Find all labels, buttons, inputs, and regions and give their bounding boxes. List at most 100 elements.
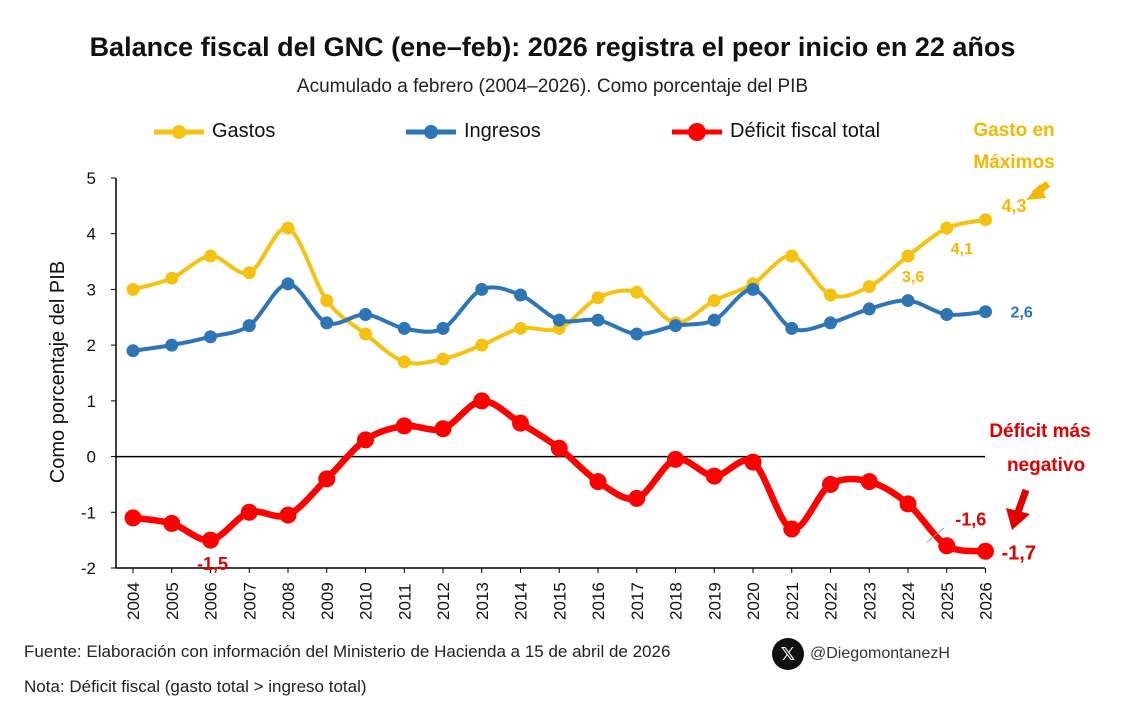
point-deficit-2026 xyxy=(977,542,994,560)
x-tick-label: 2020 xyxy=(744,582,763,620)
x-tick-label: 2010 xyxy=(357,582,376,620)
y-tick-label: 1 xyxy=(87,392,96,411)
series-deficit xyxy=(124,392,994,560)
point-ingresos-2016 xyxy=(591,313,605,327)
point-deficit-2008 xyxy=(279,506,297,524)
y-tick-label: 4 xyxy=(87,225,96,244)
point-deficit-2013 xyxy=(473,392,491,410)
footer-note: Nota: Déficit fiscal (gasto total > ingr… xyxy=(24,677,367,696)
point-deficit-2023 xyxy=(860,473,878,491)
point-gastos-2017 xyxy=(630,285,644,299)
x-tick-label: 2017 xyxy=(628,582,647,620)
point-ingresos-2007 xyxy=(242,319,256,333)
chart-title: Balance fiscal del GNC (ene–feb): 2026 r… xyxy=(89,32,1016,62)
x-tick-label: 2022 xyxy=(822,582,841,620)
point-gastos-2025 xyxy=(940,221,954,235)
x-tick-label: 2004 xyxy=(124,582,143,620)
point-gastos-2024 xyxy=(901,249,915,263)
point-deficit-2009 xyxy=(318,470,336,488)
line-chart: 5 4 3 2 1 0 -1 -2 2004 2005 2006 2007 2008 2009 2010 20… xyxy=(47,120,1091,620)
data-label-deficit-2026: -1,7 xyxy=(1002,542,1036,564)
series-line-deficit xyxy=(132,397,986,555)
legend-item-ingresos: Ingresos xyxy=(404,120,541,143)
point-ingresos-2005 xyxy=(165,338,179,352)
y-tick-label: -1 xyxy=(81,503,96,522)
point-ingresos-2026 xyxy=(979,305,992,319)
annotation-gasto-line1: Gasto en xyxy=(973,120,1054,141)
arrow-deficit-icon xyxy=(1006,488,1030,530)
y-tick-label: 0 xyxy=(87,448,96,467)
x-tick-label: 2013 xyxy=(473,582,492,620)
point-ingresos-2025 xyxy=(940,308,954,321)
point-ingresos-2012 xyxy=(436,321,450,335)
data-labels-layer: 4,3 4,1 3,6 2,6 -1,5 -1,6 -1,7 xyxy=(197,196,1036,574)
point-deficit-2019 xyxy=(705,467,723,485)
x-tick-label: 2005 xyxy=(163,582,182,620)
point-deficit-2025 xyxy=(938,537,956,555)
x-tick-label: 2015 xyxy=(550,582,569,620)
point-ingresos-2006 xyxy=(204,330,217,344)
point-ingresos-2004 xyxy=(126,344,140,358)
author-handle-text: @DiegomontanezH xyxy=(810,645,950,662)
legend-label-ingresos: Ingresos xyxy=(464,120,541,142)
x-tick-label: 2025 xyxy=(938,582,957,620)
legend-marker-deficit-icon xyxy=(672,122,722,141)
series-gastos xyxy=(126,213,992,369)
series-layer xyxy=(124,213,994,560)
point-gastos-2013 xyxy=(475,338,489,352)
point-deficit-2007 xyxy=(240,503,258,521)
x-tick-label: 2006 xyxy=(202,582,221,620)
point-gastos-2005 xyxy=(165,271,179,285)
point-deficit-2017 xyxy=(628,489,646,507)
point-ingresos-2013 xyxy=(475,282,489,296)
y-tick-label: 5 xyxy=(87,169,96,188)
y-tick-label: 3 xyxy=(87,280,96,299)
x-tick-label: 2012 xyxy=(434,582,453,620)
point-gastos-2022 xyxy=(824,288,837,302)
point-ingresos-2008 xyxy=(281,277,295,291)
y-tick-label: -2 xyxy=(81,559,96,578)
legend-item-gastos: Gastos xyxy=(152,120,275,143)
point-ingresos-2022 xyxy=(824,316,837,330)
x-tick-label: 2014 xyxy=(512,582,531,620)
point-deficit-2004 xyxy=(124,509,142,527)
x-tick-label: 2009 xyxy=(318,582,337,620)
series-line-gastos xyxy=(132,217,986,366)
legend-label-deficit: Déficit fiscal total xyxy=(730,120,881,142)
point-ingresos-2017 xyxy=(630,327,644,341)
x-tick-label: 2011 xyxy=(395,583,414,620)
data-label-gastos-2026: 4,3 xyxy=(1002,196,1027,216)
x-tick-label: 2016 xyxy=(589,582,608,620)
leader-line-deficit-2025 xyxy=(926,527,945,543)
data-label-gastos-2025: 4,1 xyxy=(951,241,973,258)
x-tick-label: 2023 xyxy=(860,582,879,620)
chart-axes: 5 4 3 2 1 0 -1 -2 2004 2005 2006 2007 2008 2009 2010 20… xyxy=(47,169,996,620)
point-gastos-2026 xyxy=(979,213,992,227)
point-gastos-2004 xyxy=(126,282,140,296)
legend-marker-gastos-icon xyxy=(154,124,204,139)
point-deficit-2016 xyxy=(589,473,607,491)
point-ingresos-2010 xyxy=(359,308,372,321)
point-deficit-2015 xyxy=(550,439,568,457)
point-deficit-2011 xyxy=(395,417,413,435)
point-gastos-2009 xyxy=(320,294,334,308)
data-label-deficit-2025: -1,6 xyxy=(955,510,986,530)
point-gastos-2006 xyxy=(204,249,217,263)
point-ingresos-2014 xyxy=(514,288,527,302)
arrow-gasto-icon xyxy=(1026,181,1051,200)
point-gastos-2019 xyxy=(707,294,721,308)
point-ingresos-2015 xyxy=(552,313,566,327)
point-gastos-2021 xyxy=(785,249,799,263)
y-tick-label: 2 xyxy=(87,336,96,355)
point-ingresos-2021 xyxy=(785,321,799,335)
x-tick-label: 2019 xyxy=(705,582,724,620)
author-handle[interactable]: 𝕏 @DiegomontanezH xyxy=(772,638,950,670)
point-gastos-2014 xyxy=(514,321,527,335)
point-deficit-2018 xyxy=(667,450,684,468)
annotation-gasto-line2: Máximos xyxy=(973,152,1054,173)
point-deficit-2020 xyxy=(744,453,762,471)
legend-item-deficit: Déficit fiscal total xyxy=(670,120,880,143)
x-tick-label: 2008 xyxy=(279,582,298,620)
legend-label-gastos: Gastos xyxy=(212,120,276,142)
point-deficit-2010 xyxy=(357,431,374,449)
